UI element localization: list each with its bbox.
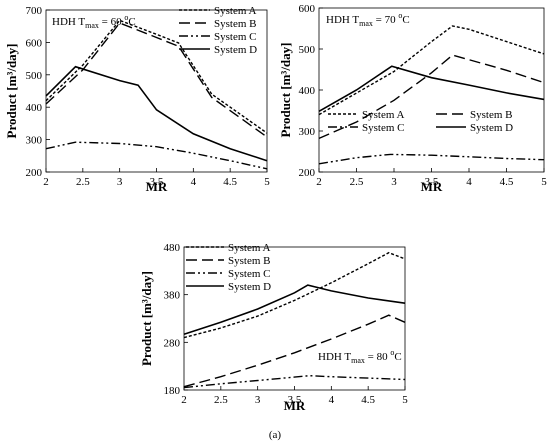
- y-tick-label: 300: [299, 126, 316, 138]
- x-tick-label: 3.5: [288, 394, 302, 406]
- chart-2: 2 2.5 3 3.5 4 4.5 5 200 300 400 500 600 MR Product [m…: [278, 3, 547, 194]
- x-tick-label: 3.5: [425, 176, 439, 188]
- y-tick-label: 180: [164, 385, 181, 397]
- condition-annotation: HDH Tmax = 80 oC: [318, 348, 402, 365]
- legend-label: System B: [214, 18, 256, 30]
- y-tick-label: 300: [26, 135, 43, 147]
- figure-caption: (a): [269, 429, 282, 441]
- legend-label: System B: [228, 255, 270, 267]
- chart-3: 2 2.5 3 3.5 4 4.5 5 180 280 380 480 MR Product [m³/d…: [139, 242, 408, 413]
- legend-label: System A: [228, 242, 271, 254]
- chart-1: 2 2.5 3 3.5 4 4.5 5 200 300 400 500 600 700 MR Product…: [4, 5, 270, 194]
- y-axis-label: Product [m³/day]: [4, 43, 19, 138]
- x-axis-label: MR: [146, 179, 168, 194]
- x-tick-label: 3.5: [150, 176, 164, 188]
- series-line-system-b: [45, 22, 268, 138]
- x-tick-label: 3: [117, 176, 123, 188]
- x-tick-label: 4.5: [500, 176, 514, 188]
- series-line-system-b: [318, 54, 545, 140]
- x-tick-label: 3: [255, 394, 261, 406]
- series-line-system-c: [45, 141, 268, 170]
- x-axis-label: MR: [284, 398, 306, 413]
- y-tick-label: 500: [299, 44, 316, 56]
- legend-label: System A: [214, 5, 257, 17]
- plot-frame: [183, 246, 406, 391]
- y-tick-label: 480: [164, 242, 181, 254]
- series-line-system-d: [45, 65, 268, 162]
- x-tick-label: 4: [466, 176, 472, 188]
- legend: System A System B System C System D: [328, 109, 513, 134]
- x-tick-label: 4.5: [223, 176, 237, 188]
- y-tick-label: 280: [164, 337, 181, 349]
- legend-label: System D: [228, 281, 271, 293]
- legend-label: System D: [214, 44, 257, 56]
- legend-label: System A: [362, 109, 405, 121]
- x-tick-label: 2.5: [214, 394, 228, 406]
- y-axis-label: Product [m³/day]: [278, 42, 293, 137]
- y-tick-label: 400: [26, 102, 43, 114]
- legend-label: System C: [228, 268, 270, 280]
- series-line-system-a: [45, 19, 268, 134]
- y-tick-label: 400: [299, 85, 316, 97]
- y-tick-label: 500: [26, 70, 43, 82]
- y-tick-label: 200: [26, 167, 43, 179]
- x-tick-label: 2: [181, 394, 187, 406]
- x-tick-label: 5: [402, 394, 408, 406]
- series-line-system-c: [318, 153, 545, 165]
- x-tick-label: 2: [43, 176, 49, 188]
- x-tick-label: 2: [316, 176, 322, 188]
- series-line-system-c: [183, 374, 406, 389]
- x-tick-label: 2.5: [76, 176, 90, 188]
- x-tick-label: 4: [329, 394, 335, 406]
- x-tick-label: 5: [264, 176, 270, 188]
- plot-frame: [318, 7, 545, 173]
- x-tick-label: 4: [191, 176, 197, 188]
- y-tick-label: 380: [164, 290, 181, 302]
- legend-label: System C: [362, 122, 404, 134]
- y-axis-label: Product [m³/day]: [139, 271, 154, 366]
- series-line-system-d: [318, 65, 545, 112]
- legend-label: System D: [470, 122, 513, 134]
- y-tick-label: 600: [26, 37, 43, 49]
- legend-label: System C: [214, 31, 256, 43]
- x-tick-label: 4.5: [361, 394, 375, 406]
- x-tick-label: 3: [391, 176, 397, 188]
- series-line-system-a: [183, 251, 406, 339]
- series-line-system-a: [318, 25, 545, 116]
- series-line-system-d: [183, 284, 406, 335]
- y-tick-label: 200: [299, 167, 316, 179]
- y-tick-label: 600: [299, 3, 316, 15]
- condition-annotation: HDH Tmax = 70 oC: [326, 11, 410, 28]
- x-axis-label: MR: [421, 179, 443, 194]
- series-line-system-b: [183, 314, 406, 388]
- condition-annotation: HDH Tmax = 60 oC: [52, 13, 136, 30]
- x-tick-label: 5: [541, 176, 547, 188]
- x-tick-label: 2.5: [350, 176, 364, 188]
- legend-label: System B: [470, 109, 512, 121]
- y-tick-label: 700: [26, 5, 43, 17]
